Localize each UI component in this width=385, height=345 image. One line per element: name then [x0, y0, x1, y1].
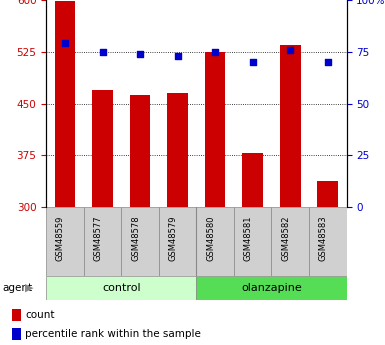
Text: olanzapine: olanzapine	[241, 283, 302, 293]
Text: GSM48582: GSM48582	[281, 215, 290, 261]
Bar	[317, 181, 338, 207]
Point	[174, 53, 181, 59]
Bar	[46, 276, 196, 300]
Text: GSM48577: GSM48577	[94, 215, 102, 261]
Bar	[167, 93, 188, 207]
Text: GSM48581: GSM48581	[244, 215, 253, 261]
Bar	[55, 1, 75, 207]
Bar	[92, 90, 113, 207]
Bar	[159, 207, 196, 276]
Text: GSM48559: GSM48559	[56, 215, 65, 261]
Point	[287, 47, 293, 52]
Bar	[242, 153, 263, 207]
Point	[212, 49, 218, 55]
Text: GSM48580: GSM48580	[206, 215, 215, 261]
Text: GSM48578: GSM48578	[131, 215, 140, 261]
Point	[325, 59, 331, 65]
Point	[62, 41, 68, 46]
Text: GSM48579: GSM48579	[169, 215, 177, 261]
Bar	[121, 207, 159, 276]
Bar	[130, 95, 151, 207]
Point	[137, 51, 143, 57]
Point	[99, 49, 105, 55]
Bar	[205, 52, 226, 207]
Text: count: count	[25, 310, 55, 320]
Bar	[46, 207, 84, 276]
Bar	[309, 207, 346, 276]
Bar	[280, 45, 301, 207]
Bar	[196, 207, 234, 276]
Point	[249, 59, 256, 65]
Text: control: control	[102, 283, 141, 293]
Bar	[234, 207, 271, 276]
Bar	[84, 207, 121, 276]
Text: GSM48583: GSM48583	[319, 215, 328, 261]
Bar	[271, 207, 309, 276]
Text: agent: agent	[2, 283, 32, 293]
Text: ▶: ▶	[25, 283, 33, 293]
Text: percentile rank within the sample: percentile rank within the sample	[25, 329, 201, 339]
Bar	[12, 309, 21, 321]
Bar	[196, 276, 346, 300]
Bar	[12, 328, 21, 340]
